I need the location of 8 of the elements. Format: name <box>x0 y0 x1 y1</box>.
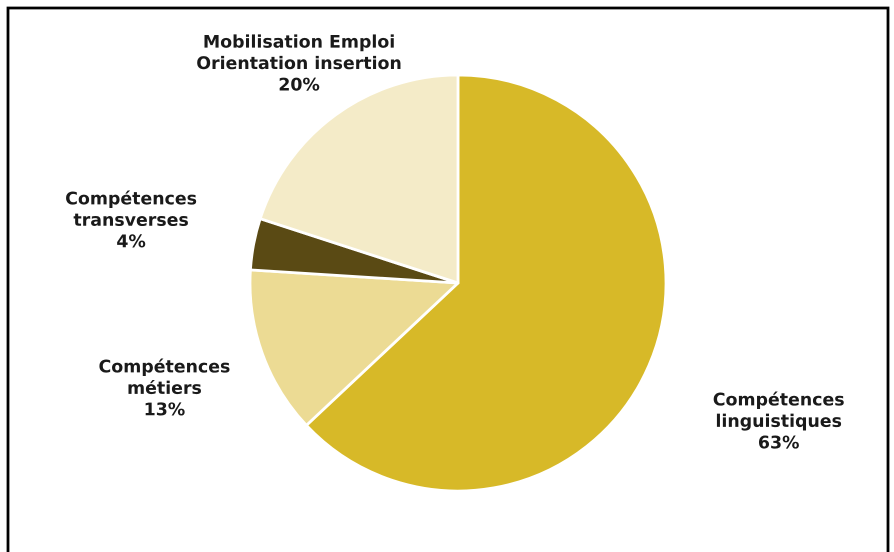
data-label: 4% <box>117 234 146 248</box>
data-label: 13% <box>146 402 185 416</box>
slice-label: Mobilisation Emploi Orientation insertion <box>197 34 400 70</box>
data-label: 63% <box>759 436 799 449</box>
slice-label: Compétences linguistiques <box>714 392 844 431</box>
slice-label: Compétences transverses <box>66 190 196 226</box>
data-label: 20% <box>280 78 320 91</box>
slice-label: Compétences métiers <box>99 358 230 394</box>
